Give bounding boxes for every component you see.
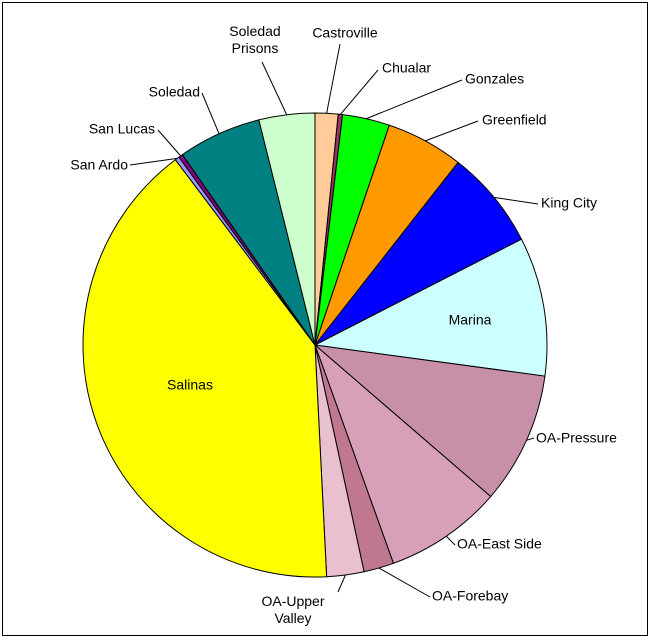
- slice-label: Salinas: [167, 376, 213, 393]
- leader-line: [526, 437, 535, 441]
- pie-slice: [258, 112, 316, 346]
- slice-label: OA-Pressure: [536, 429, 617, 446]
- slice-label: San Ardo: [70, 156, 128, 173]
- leader-line: [446, 535, 456, 546]
- leader-line: [493, 196, 539, 205]
- slice-label: Gonzales: [465, 70, 525, 87]
- slice-label: Soledad Prisons: [229, 23, 281, 56]
- slice-label: Chualar: [382, 59, 432, 76]
- slice-label: King City: [541, 194, 598, 211]
- leader-line: [157, 129, 182, 157]
- slice-label: San Lucas: [88, 120, 155, 137]
- slice-label: Soledad: [148, 83, 200, 100]
- pie-slice: [313, 344, 546, 498]
- pie-slice: [313, 238, 548, 377]
- slice-label: OA-Upper Valley: [261, 593, 325, 626]
- slice-label: Greenfield: [482, 111, 547, 128]
- slice-label: Castroville: [312, 24, 378, 41]
- leader-line: [425, 120, 479, 142]
- slice-label: OA-Forebay: [432, 587, 509, 604]
- leader-line: [337, 574, 346, 593]
- slice-label: Marina: [448, 311, 492, 328]
- leader-line: [326, 43, 341, 114]
- leader-line: [366, 79, 463, 120]
- leader-line: [261, 61, 288, 115]
- leader-line: [129, 157, 178, 166]
- pie-slice: [82, 159, 328, 578]
- slice-label: OA-East Side: [457, 535, 542, 552]
- leader-line: [378, 567, 431, 598]
- leader-line: [201, 92, 220, 134]
- leader-line: [340, 69, 379, 115]
